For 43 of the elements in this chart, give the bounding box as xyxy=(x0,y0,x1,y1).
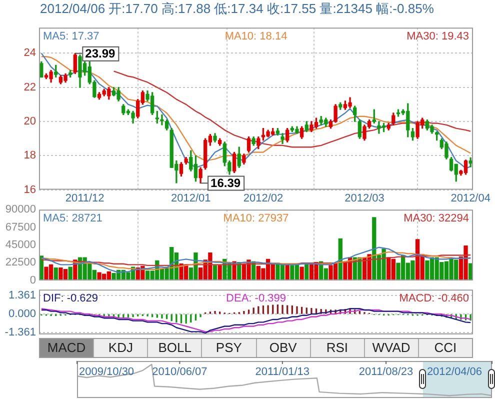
text: PSY xyxy=(202,339,256,357)
y-tick-label: 1.361 xyxy=(8,290,36,302)
x-tick-label: 2011/08/23 xyxy=(358,366,414,378)
text: MA30: 19.43 xyxy=(406,30,469,43)
series-label: DEA: -0.399 xyxy=(226,292,286,305)
x-tick-label: 2010/06/07 xyxy=(152,366,208,378)
chart-title: 2012/04/06 开:17.70 高:17.88 低:17.34 收:17.55 量:21345 幅:-0.85% xyxy=(40,0,434,18)
x-tick-label: 2011/01/13 xyxy=(255,366,310,378)
x-tick-label: 2012/04/06 xyxy=(426,366,482,378)
x-tick-label: 2012/04 xyxy=(450,192,490,204)
annotation: 16.39 xyxy=(210,176,241,190)
y-tick-label: 18 xyxy=(24,150,36,162)
text: MA5: 28721 xyxy=(43,212,102,225)
text: MA10: 27937 xyxy=(223,212,289,225)
x-tick-label: 2011/12 xyxy=(65,192,104,204)
y-tick-label: 16 xyxy=(24,184,36,196)
y-tick-label: -1.361 xyxy=(4,326,36,339)
text: MACD xyxy=(40,339,94,357)
series-label: MA5: 17.37 xyxy=(43,30,100,43)
y-tick-label: 22500 xyxy=(5,256,36,269)
y-tick-label: 45000 xyxy=(5,239,36,252)
x-tick-label: 2012/02 xyxy=(243,192,284,204)
text: MA30: 32294 xyxy=(404,212,469,225)
y-tick-label: 90000 xyxy=(5,204,36,216)
text: RSI xyxy=(310,339,365,357)
annotation: 23.99 xyxy=(85,46,116,61)
text: WVAD xyxy=(364,339,419,357)
y-tick-label: 67500 xyxy=(5,221,36,234)
y-tick-label: 24 xyxy=(24,47,36,60)
text: OBV xyxy=(256,339,311,357)
text: CCI xyxy=(433,339,458,357)
y-tick-label: 0.000 xyxy=(8,308,36,320)
series-label: MACD: -0.460 xyxy=(399,292,469,305)
text: KDJ xyxy=(94,339,148,357)
y-tick-label: 22 xyxy=(24,81,36,94)
text: MA10: 18.14 xyxy=(224,30,288,43)
text: BOLL xyxy=(148,339,202,357)
x-tick-label: 2012/01 xyxy=(171,192,211,204)
x-tick-label: 2012/03 xyxy=(344,192,384,204)
y-tick-label: 20 xyxy=(24,116,36,128)
y-tick-label: 0 xyxy=(30,274,36,286)
series-label: DIF: -0.629 xyxy=(43,292,98,305)
x-tick-label: 2009/10/30 xyxy=(78,366,134,378)
